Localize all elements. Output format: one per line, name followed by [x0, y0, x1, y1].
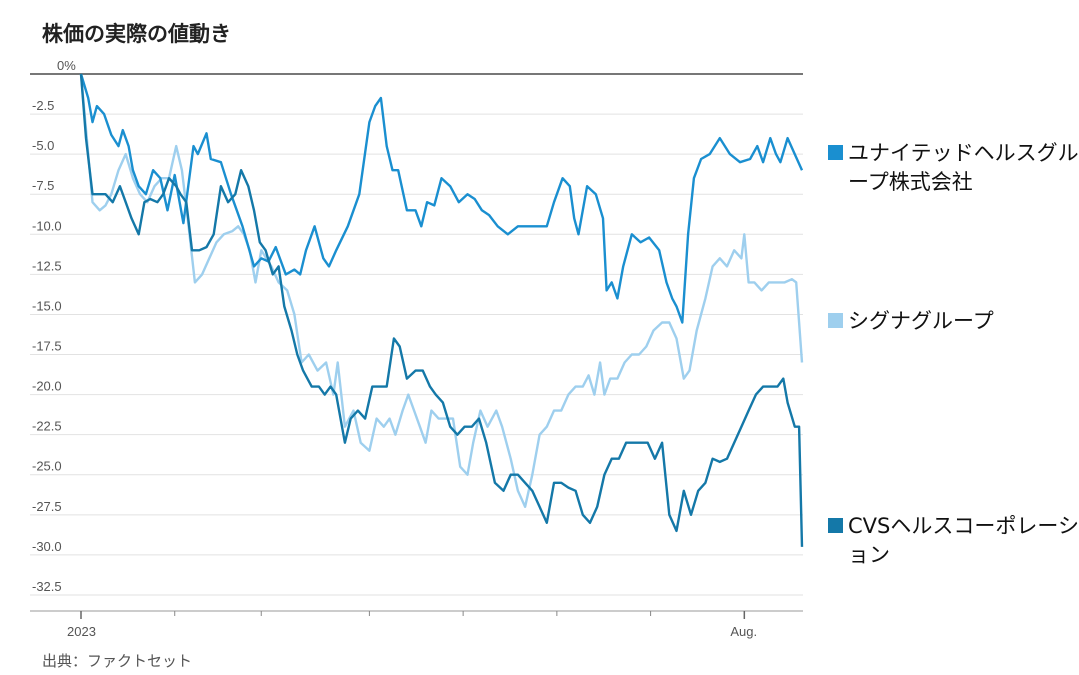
x-tick-label: 2023 — [67, 624, 96, 639]
series-lines — [79, 73, 804, 547]
y-tick-label: -20.0 — [32, 379, 62, 394]
y-tick-label: -17.5 — [32, 339, 62, 354]
y-tick-label: -30.0 — [32, 539, 62, 554]
legend-swatch-unitedhealth — [828, 145, 843, 160]
legend-item-unitedhealth: ユナイテッドヘルスグループ株式会社 — [828, 139, 1079, 197]
y-tick-label: -32.5 — [32, 579, 62, 594]
y-tick-label: 0% — [57, 58, 76, 73]
y-tick-label: -5.0 — [32, 138, 54, 153]
y-tick-label: -25.0 — [32, 459, 62, 474]
legend-label-cvs: CVSヘルスコーポレーション — [848, 514, 1079, 567]
series-line-cigna — [79, 73, 804, 508]
y-tick-label: -7.5 — [32, 178, 54, 193]
x-tick-label: Aug. — [730, 624, 757, 639]
series-line-cvs — [79, 73, 804, 547]
y-tick-label: -15.0 — [32, 298, 62, 313]
y-tick-label: -27.5 — [32, 499, 62, 514]
chart-title: 株価の実際の値動き — [42, 22, 231, 46]
x-axis: 2023 Aug. — [30, 610, 803, 639]
y-tick-label: -22.5 — [32, 419, 62, 434]
legend-item-cvs: CVSヘルスコーポレーション — [828, 512, 1079, 570]
series-line-unitedhealth — [79, 73, 804, 324]
y-tick-label: -12.5 — [32, 258, 62, 273]
y-tick-label: -10.0 — [32, 218, 62, 233]
legend-item-cigna: シグナグループ — [828, 307, 1079, 336]
legend-label-cigna: シグナグループ — [848, 309, 994, 333]
source-note: 出典：ファクトセット — [42, 652, 193, 670]
y-tick-label: -2.5 — [32, 98, 54, 113]
legend-swatch-cigna — [828, 313, 843, 328]
legend-label-unitedhealth: ユナイテッドヘルスグループ株式会社 — [848, 141, 1079, 194]
y-axis-tick-labels: 0% -2.5 -5.0 -7.5 -10.0 -12.5 -15.0 -17.5 -20.0 -… — [32, 58, 76, 594]
legend-swatch-cvs — [828, 518, 843, 533]
grid-lines — [30, 73, 803, 596]
